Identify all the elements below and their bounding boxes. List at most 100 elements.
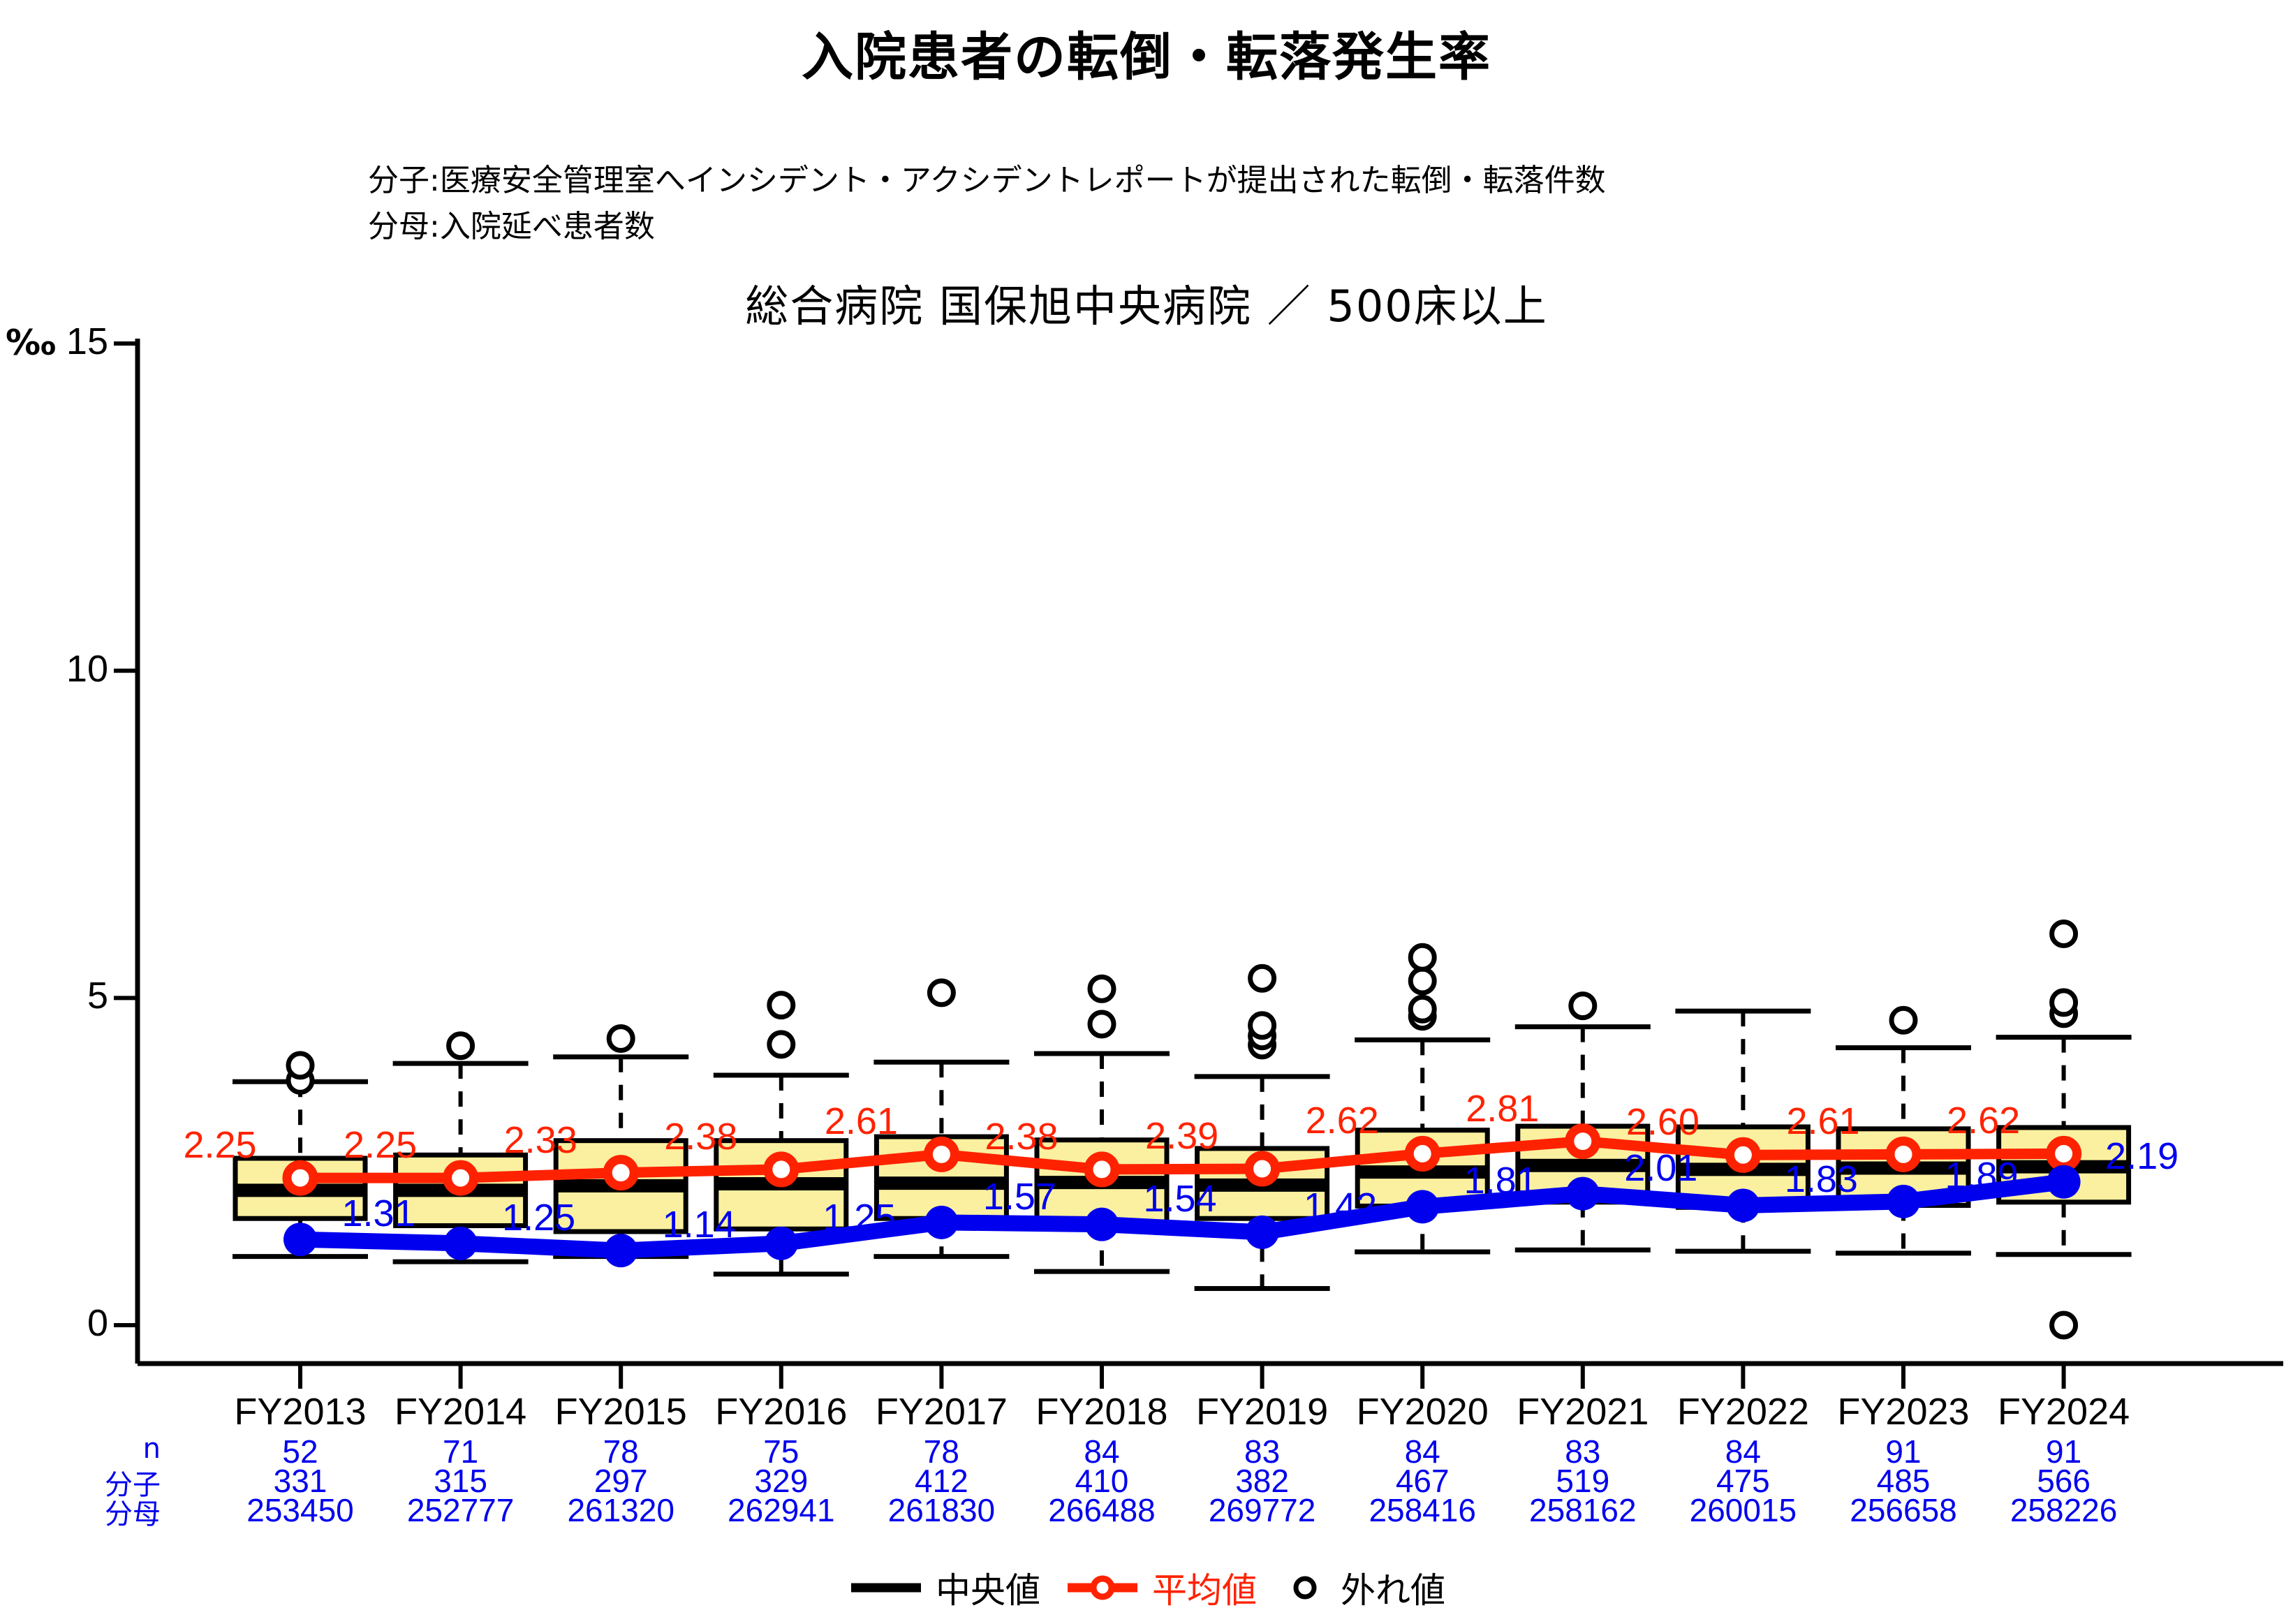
- table-cell: 261830: [887, 1492, 996, 1528]
- table-cell: 566: [2037, 1463, 2091, 1499]
- facility-trend-line: [292, 1174, 2072, 1259]
- table-cell: 315: [434, 1463, 487, 1499]
- x-axis-tick-label: FY2017: [875, 1391, 1008, 1433]
- facility-data-point: [2047, 1165, 2081, 1199]
- facility-value-label: 1.89: [1945, 1154, 2019, 1197]
- mean-value-label: 2.62: [1305, 1100, 1379, 1142]
- table-cell: 71: [443, 1433, 479, 1470]
- x-axis-tick-label: FY2013: [234, 1391, 367, 1433]
- mean-value-label: 2.38: [985, 1115, 1059, 1158]
- facility-value-label: 1.54: [1143, 1177, 1217, 1220]
- median-line-icon: [851, 1583, 921, 1593]
- outlier-point: [2049, 988, 2079, 1017]
- page-title: 入院患者の転倒・転落発生率: [802, 27, 1491, 87]
- y-axis-tick-label: 15: [66, 320, 108, 362]
- table-cell: 519: [1556, 1463, 1610, 1499]
- x-axis-tick-label: FY2021: [1517, 1391, 1649, 1433]
- y-axis-tick-label: 10: [66, 647, 108, 690]
- mean-line-icon: [1068, 1575, 1137, 1600]
- mean-data-point: [763, 1151, 799, 1188]
- boxplot-group: [1194, 964, 1330, 1292]
- outlier-circle-icon: [1293, 1576, 1317, 1600]
- mean-value-label: 2.38: [664, 1115, 738, 1158]
- table-cell: 329: [754, 1463, 809, 1499]
- boxplot-group: [713, 991, 849, 1277]
- mean-data-point: [923, 1136, 959, 1172]
- table-cell: 91: [1885, 1433, 1922, 1470]
- legend-label-median: 中央値: [936, 1570, 1040, 1611]
- facility-data-point: [1085, 1207, 1119, 1241]
- table-cell: 258162: [1529, 1492, 1637, 1528]
- facility-value-label: 1.25: [823, 1196, 897, 1239]
- table-cell: 266488: [1048, 1492, 1156, 1528]
- facility-data-point: [1406, 1190, 1440, 1224]
- x-axis-tick-label: FY2024: [1998, 1391, 2130, 1433]
- table-cell: 412: [915, 1463, 968, 1499]
- legend-label-outlier: 外れ値: [1341, 1570, 1445, 1611]
- table-cell: 256658: [1850, 1492, 1957, 1528]
- y-axis-unit-label: ‰: [6, 323, 56, 363]
- x-axis-tick-label: FY2015: [554, 1391, 687, 1433]
- table-cell: 84: [1404, 1433, 1440, 1470]
- facility-value-label: 1.14: [662, 1204, 736, 1246]
- table-cell: 258226: [2010, 1492, 2118, 1528]
- outlier-point: [1408, 966, 1437, 996]
- x-axis-tick-label: FY2022: [1676, 1391, 1809, 1433]
- table-cell: 84: [1725, 1433, 1761, 1470]
- mean-data-point: [1084, 1151, 1120, 1188]
- facility-data-point: [1565, 1176, 1600, 1211]
- facility-title: 総合病院 国保旭中央病院 ／ 500床以上: [745, 281, 1548, 332]
- mean-value-label: 2.39: [1145, 1114, 1219, 1157]
- outlier-point: [767, 991, 796, 1020]
- outlier-point: [606, 1024, 635, 1053]
- x-axis-tick-label: FY2023: [1837, 1391, 1970, 1433]
- mean-value-label: 2.61: [1786, 1100, 1860, 1143]
- mean-data-point: [1404, 1135, 1440, 1172]
- y-axis-tick-label: 5: [87, 975, 108, 1017]
- table-cell: 253450: [246, 1492, 354, 1528]
- table-row-label: 分子: [105, 1469, 161, 1501]
- mean-data-point: [1885, 1136, 1922, 1172]
- legend-item-mean: 平均値: [1064, 1563, 1257, 1613]
- outlier-point: [927, 978, 956, 1007]
- facility-data-point: [1887, 1184, 1920, 1218]
- facility-data-point: [764, 1226, 798, 1260]
- facility-value-label: 1.81: [1463, 1160, 1538, 1202]
- table-cell: 475: [1716, 1463, 1770, 1499]
- facility-data-point: [924, 1205, 959, 1239]
- mean-trend-line: [295, 1136, 2070, 1183]
- legend-label-mean: 平均値: [1152, 1570, 1257, 1611]
- subtitle-denominator: 分母:入院延べ患者数: [368, 209, 655, 244]
- table-cell: 410: [1075, 1463, 1129, 1499]
- outlier-point: [1889, 1005, 1918, 1035]
- legend: 中央値 平均値 外れ値: [0, 1563, 2293, 1613]
- mean-data-point: [443, 1160, 479, 1196]
- table-cell: 78: [603, 1433, 639, 1470]
- outlier-point: [286, 1051, 315, 1080]
- table-cell: 467: [1395, 1463, 1450, 1499]
- x-axis-tick-label: FY2019: [1196, 1391, 1329, 1433]
- outlier-point: [1408, 943, 1437, 972]
- outlier-point: [1087, 1010, 1116, 1039]
- table-cell: 75: [763, 1433, 799, 1470]
- legend-item-outlier: 外れ値: [1281, 1563, 1445, 1613]
- table-cell: 260015: [1689, 1492, 1797, 1528]
- legend-item-median: 中央値: [848, 1563, 1040, 1613]
- mean-value-label: 2.25: [183, 1124, 257, 1167]
- mean-data-point: [603, 1155, 639, 1191]
- facility-data-point: [283, 1223, 317, 1257]
- facility-value-label: 1.83: [1784, 1158, 1858, 1201]
- facility-value-label: 1.57: [982, 1175, 1056, 1218]
- y-axis-tick-label: 0: [87, 1302, 108, 1344]
- table-cell: 91: [2046, 1433, 2082, 1470]
- table-cell: 485: [1876, 1463, 1931, 1499]
- table-cell: 262941: [728, 1492, 835, 1528]
- mean-value-label: 2.60: [1625, 1101, 1700, 1144]
- mean-data-point: [1244, 1151, 1281, 1187]
- facility-data-point: [604, 1234, 638, 1268]
- table-cell: 84: [1084, 1433, 1120, 1470]
- subtitle-numerator: 分子:医療安全管理室へインシデント・アクシデントレポートが提出された転倒・転落件…: [368, 163, 1606, 198]
- table-cell: 331: [273, 1463, 327, 1499]
- table-row-label: 分母: [105, 1498, 161, 1530]
- outlier-point: [767, 1030, 796, 1059]
